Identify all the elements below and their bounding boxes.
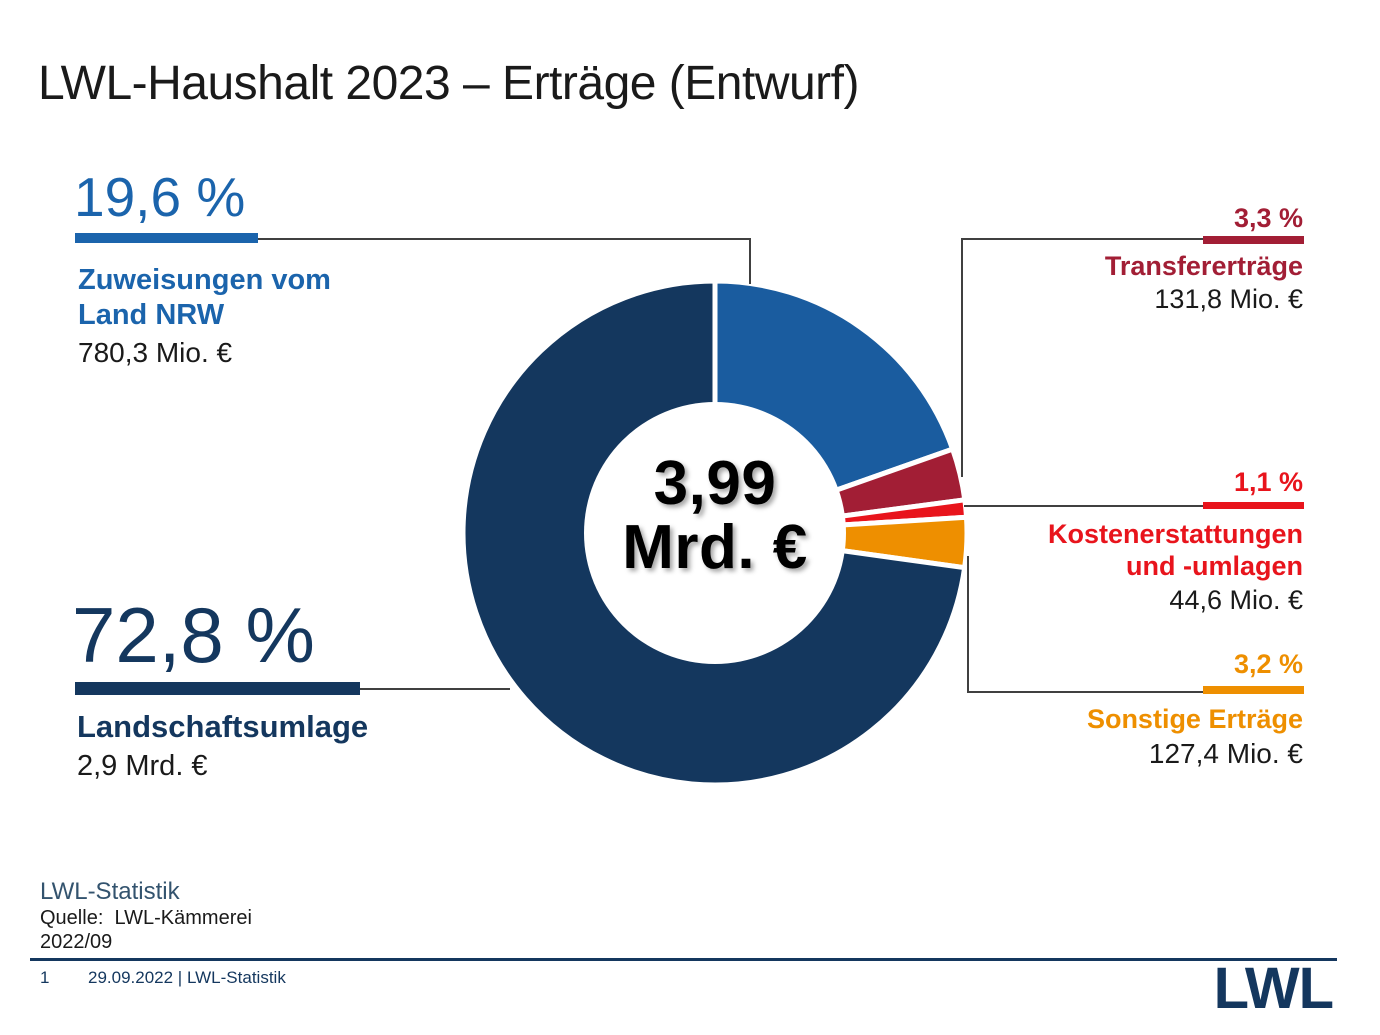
callout-zuweisungen-name: Zuweisungen vom Land NRW — [78, 263, 331, 333]
callout-sonstige-amount: 127,4 Mio. € — [1148, 738, 1303, 769]
callout-zuweisungen-name-line2: Land NRW — [78, 298, 225, 331]
callout-zuweisungen-amount: 780,3 Mio. € — [78, 337, 233, 368]
callout-transfer-amount: 131,8 Mio. € — [1154, 284, 1303, 314]
callout-kosten-name-line2: und -umlagen — [1126, 551, 1303, 582]
center-total-unit: Mrd. € — [622, 513, 808, 582]
callout-transfer-percent: 3,3 % — [1233, 203, 1303, 233]
callout-landschaftsumlage-percent: 72,8 % — [72, 591, 315, 679]
callout-sonstige-name: Sonstige Erträge — [1086, 704, 1303, 734]
donut-chart — [460, 278, 970, 788]
callout-landschaftsumlage-amount: 2,9 Mrd. € — [77, 750, 208, 782]
callout-zuweisungen-name-line1: Zuweisungen vom — [78, 264, 331, 296]
footer-divider — [30, 958, 1337, 961]
footer-page-number: 1 — [40, 968, 50, 987]
callout-transfer-underline — [1203, 236, 1304, 244]
lwl-logo: LWL — [1213, 956, 1334, 1021]
center-total-value: 3,99 — [653, 449, 777, 518]
callout-kosten-percent: 1,1 % — [1233, 467, 1303, 497]
callout-kosten-underline — [1203, 502, 1304, 509]
callout-zuweisungen-underline — [75, 233, 258, 243]
footer-issue-label: 2022/09 — [40, 931, 113, 953]
footer-org-label: LWL-Statistik — [40, 878, 180, 905]
donut-hole — [584, 402, 846, 664]
callout-kosten-name-line1: Kostenerstattungen — [1047, 519, 1303, 549]
callout-sonstige-underline — [1203, 686, 1304, 694]
callout-sonstige-percent: 3,2 % — [1233, 649, 1303, 679]
donut-center-label: 3,99 Mrd. € — [465, 452, 965, 580]
footer-source-label: Quelle: LWL-Kämmerei — [40, 907, 252, 929]
callout-transfer-name: Transfererträge — [1104, 251, 1303, 281]
callout-kosten-name: Kostenerstattungen und -umlagen — [1048, 518, 1303, 583]
callout-zuweisungen-percent: 19,6 % — [74, 166, 246, 228]
footer-date-label: 29.09.2022 | LWL-Statistik — [88, 968, 286, 987]
callout-kosten-amount: 44,6 Mio. € — [1169, 585, 1303, 615]
callout-landschaftsumlage-name: Landschaftsumlage — [77, 709, 369, 744]
slide-title: LWL-Haushalt 2023 – Erträge (Entwurf) — [38, 57, 859, 110]
callout-landschaftsumlage-underline — [75, 682, 360, 695]
